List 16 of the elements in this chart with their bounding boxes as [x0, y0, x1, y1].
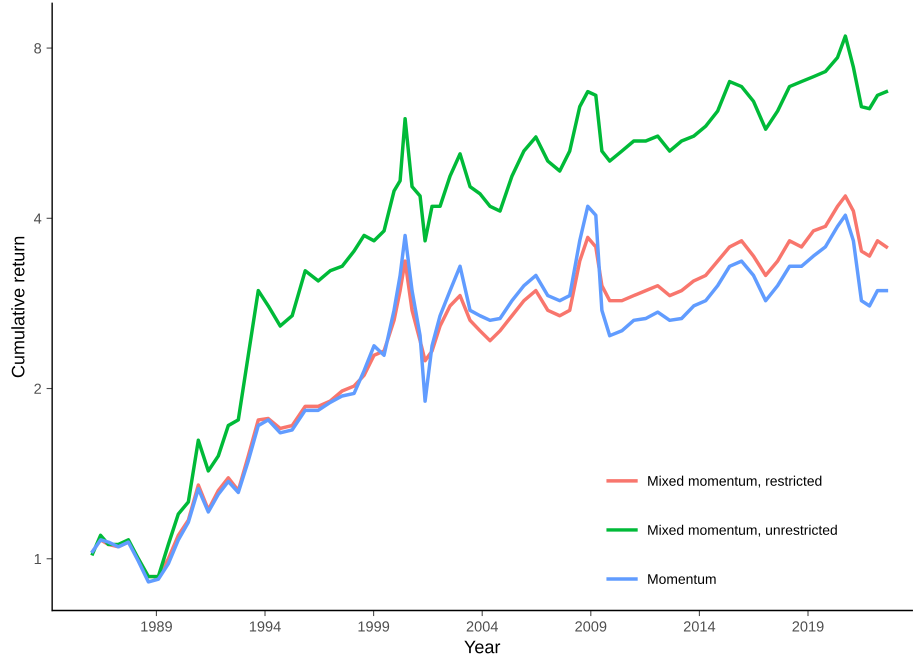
legend-label: Mixed momentum, restricted: [648, 476, 822, 488]
y-axis-title: Cumulative return: [11, 236, 25, 378]
x-tick-label: 2014: [684, 621, 716, 632]
x-tick-label: 1989: [141, 621, 172, 632]
x-tick-label: 2004: [466, 621, 498, 632]
legend-label: Mixed momentum, unrestricted: [648, 524, 837, 537]
y-tick-label: 8: [34, 43, 42, 54]
y-tick-label: 1: [34, 554, 42, 564]
x-tick-label: 1999: [358, 621, 390, 632]
x-tick-label: 1994: [250, 621, 281, 632]
x-tick-label: 2019: [792, 621, 824, 632]
legend-label: Momentum: [648, 574, 716, 584]
y-tick-label: 4: [34, 214, 42, 224]
y-tick-label: 2: [34, 384, 42, 394]
x-axis-title: Year: [464, 640, 500, 654]
x-tick-label: 2009: [575, 621, 606, 632]
